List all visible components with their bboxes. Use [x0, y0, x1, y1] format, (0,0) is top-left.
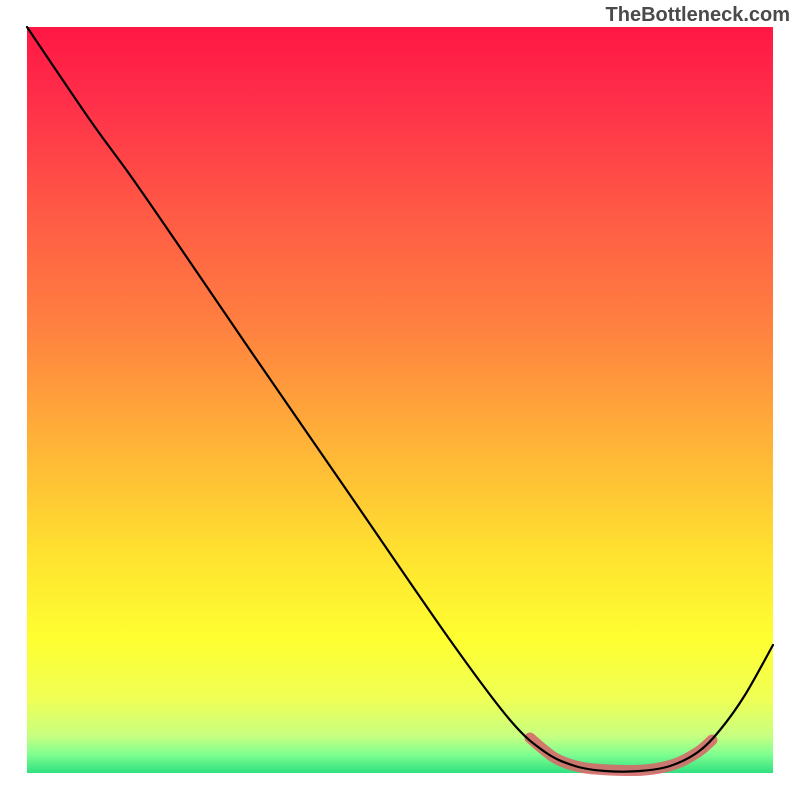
chart-container: TheBottleneck.com: [0, 0, 800, 800]
watermark-text: TheBottleneck.com: [606, 4, 790, 27]
bottleneck-chart: [0, 0, 800, 800]
plot-background: [27, 27, 773, 773]
